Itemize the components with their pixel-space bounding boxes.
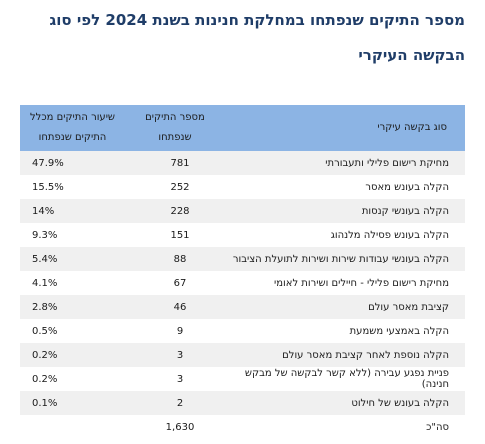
row-case-percentage: 14% — [32, 205, 55, 217]
table-row: מחיקת רישום פלילי - חיילים ושירות לאומי 6… — [20, 271, 465, 295]
row-case-count: 151 — [170, 229, 190, 241]
row-case-percentage: 0.2% — [32, 349, 58, 361]
row-case-percentage: 5.4% — [32, 253, 58, 265]
row-case-percentage: 4.1% — [32, 277, 58, 289]
row-case-count: 46 — [173, 301, 187, 313]
row-request-type: הקלה בעונשי קנסות — [361, 205, 449, 217]
table-row: הקלה בעונש מאסר 252 15.5% — [20, 175, 465, 199]
row-case-percentage: 2.8% — [32, 301, 58, 313]
table-header-row: סוג בקשה עיקרי מספר התיקים שנפתחו שיעור … — [20, 105, 465, 151]
table-row: הקלה בעונשי עבודות שירות ושירות לתועלת ה… — [20, 247, 465, 271]
row-request-type: הקלה נוספת לאחר קציבת מאסר עולם — [282, 349, 449, 361]
total-count: 1,630 — [125, 415, 225, 439]
row-request-type: הקלה בעונש של חילוט — [351, 397, 449, 409]
table-body: מחיקת רישום פלילי ותעבורתי 781 47.9% הקלה ב… — [20, 151, 465, 415]
row-case-count: 228 — [170, 205, 190, 217]
row-request-type: קציבת מאסר עולם — [368, 301, 449, 313]
table-row: הקלה בעונש של חילוט 2 0.1% — [20, 391, 465, 415]
row-request-type: פניית נפגע עבירה (ללא קשר לבקשה של מבקש … — [244, 368, 449, 390]
row-case-percentage: 0.5% — [32, 325, 58, 337]
page-title: מספר התיקים שנפתחו במחלקת חנינות בשנת 20… — [49, 11, 465, 64]
row-case-percentage: 47.9% — [32, 157, 64, 169]
total-pct — [20, 415, 125, 439]
row-case-count: 252 — [170, 181, 190, 193]
table-row: מחיקת רישום פלילי ותעבורתי 781 47.9% — [20, 151, 465, 175]
row-case-percentage: 15.5% — [32, 181, 64, 193]
table-row: הקלה באמצעי משמעת 9 0.5% — [20, 319, 465, 343]
row-case-count: 2 — [176, 397, 184, 409]
table-row: פניית נפגע עבירה (ללא קשר לבקשה של מבקש … — [20, 367, 465, 391]
table-row: הקלה בעונשי קנסות 228 14% — [20, 199, 465, 223]
table-row: הקלה בעונש פסילה מלנהוג 151 9.3% — [20, 223, 465, 247]
header-case-percentage: שיעור התיקים מכלל התיקים שנפתחו — [29, 112, 116, 143]
row-request-type: הקלה בעונשי עבודות שירות ושירות לתועלת ה… — [232, 253, 449, 265]
row-case-count: 67 — [173, 277, 187, 289]
row-request-type: הקלה בעונש פסילה מלנהוג — [330, 229, 449, 241]
row-request-type: מחיקת רישום פלילי ותעבורתי — [325, 157, 449, 169]
row-case-count: 88 — [173, 253, 187, 265]
header-request-type: סוג בקשה עיקרי — [377, 122, 447, 133]
table-row: קציבת מאסר עולם 46 2.8% — [20, 295, 465, 319]
row-case-count: 781 — [170, 157, 190, 169]
header-case-count: מספר התיקים שנפתחו — [145, 112, 205, 143]
row-case-count: 3 — [176, 349, 184, 361]
table-row: הקלה נוספת לאחר קציבת מאסר עולם 3 0.2% — [20, 343, 465, 367]
row-case-percentage: 0.2% — [32, 373, 58, 385]
total-label: סה"כ — [225, 415, 465, 439]
row-case-count: 3 — [176, 373, 184, 385]
row-request-type: הקלה בעונש מאסר — [365, 181, 449, 193]
row-request-type: מחיקת רישום פלילי - חיילים ושירות לאומי — [274, 277, 449, 289]
table-total-row: סה"כ 1,630 — [20, 415, 465, 439]
cases-table: סוג בקשה עיקרי מספר התיקים שנפתחו שיעור … — [20, 105, 465, 439]
row-request-type: הקלה באמצעי משמעת — [349, 325, 449, 337]
row-case-count: 9 — [176, 325, 184, 337]
row-case-percentage: 0.1% — [32, 397, 58, 409]
row-case-percentage: 9.3% — [32, 229, 58, 241]
